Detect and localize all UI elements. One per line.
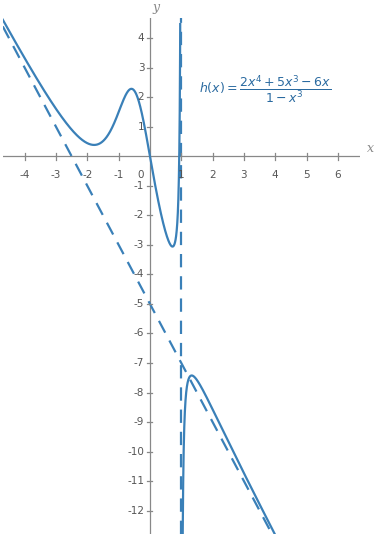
Text: -1: -1 [114,170,124,179]
Text: 0: 0 [138,170,144,179]
Text: 2: 2 [138,92,144,102]
Text: -4: -4 [20,170,30,179]
Text: -1: -1 [134,181,144,191]
Text: y: y [152,1,159,14]
Text: -3: -3 [51,170,61,179]
Text: 4: 4 [138,33,144,43]
Text: -6: -6 [134,329,144,338]
Text: 3: 3 [138,63,144,72]
Text: -7: -7 [134,358,144,368]
Text: -11: -11 [128,476,144,486]
Text: 1: 1 [178,170,184,179]
Text: 6: 6 [334,170,341,179]
Text: x: x [367,142,374,155]
Text: $h(x) = \dfrac{2x^4 + 5x^3 - 6x}{1 - x^3}$: $h(x) = \dfrac{2x^4 + 5x^3 - 6x}{1 - x^3… [198,74,331,105]
Text: 4: 4 [272,170,279,179]
Text: -2: -2 [82,170,93,179]
Text: -3: -3 [134,240,144,250]
Text: -12: -12 [128,506,144,516]
Text: -5: -5 [134,299,144,309]
Text: -2: -2 [134,211,144,220]
Text: 1: 1 [138,122,144,132]
Text: 5: 5 [303,170,310,179]
Text: 2: 2 [209,170,216,179]
Text: -8: -8 [134,388,144,397]
Text: -9: -9 [134,417,144,427]
Text: -4: -4 [134,270,144,279]
Text: -10: -10 [128,447,144,456]
Text: 3: 3 [241,170,247,179]
